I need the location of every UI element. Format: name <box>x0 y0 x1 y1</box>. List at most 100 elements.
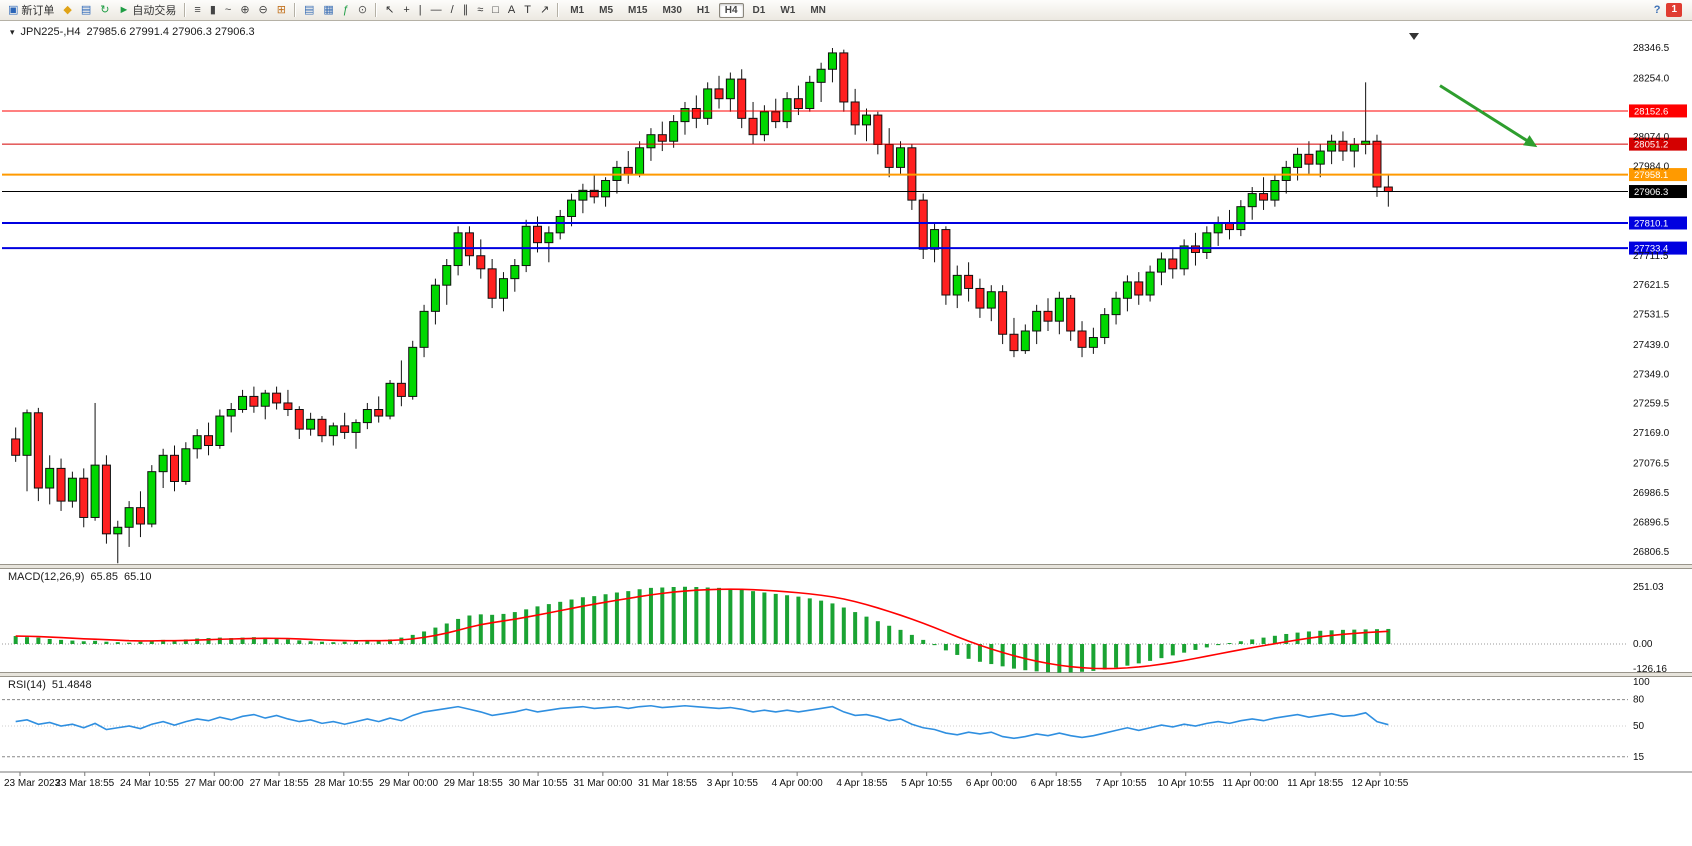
time-axis-label: 10 Apr 10:55 <box>1157 778 1214 789</box>
time-axis-label: 12 Apr 10:55 <box>1352 778 1409 789</box>
time-axis-label: 11 Apr 00:00 <box>1222 778 1278 789</box>
channel-button[interactable]: ∥ <box>459 1 473 19</box>
candle <box>839 52 849 103</box>
price-axis[interactable]: 28346.5 28254.0 28074.0 27984.0 27711.5 27621… <box>1633 43 1670 558</box>
candle <box>487 268 497 299</box>
time-axis-label: 27 Mar 18:55 <box>250 778 309 789</box>
market-watch-button[interactable]: ▤ <box>77 1 95 19</box>
price-badge: 27733.4 <box>1629 241 1687 255</box>
svg-text:27076.5: 27076.5 <box>1633 458 1670 469</box>
candle <box>918 199 928 250</box>
candle <box>521 225 531 267</box>
macd-pane-splitter[interactable] <box>0 564 1692 569</box>
trendline-icon: / <box>450 4 454 16</box>
zoom-in-button[interactable]: ⊕ <box>236 1 253 19</box>
text-label-button[interactable]: T <box>520 1 535 19</box>
text-label-icon: T <box>524 4 531 16</box>
trendline-button[interactable]: / <box>447 1 458 19</box>
timeframe-m5-button[interactable]: M5 <box>599 4 614 16</box>
line-chart-button[interactable]: ~ <box>221 1 235 19</box>
crosshair-button[interactable]: + <box>399 1 413 19</box>
candle <box>1247 193 1257 208</box>
one-click-collapse-icon[interactable]: ▾ <box>10 26 15 37</box>
rsi-pane-splitter[interactable] <box>0 672 1692 677</box>
text-button[interactable]: A <box>504 1 519 19</box>
cursor-button[interactable]: ↖ <box>381 1 398 19</box>
autotrading-icon: ► <box>118 4 130 16</box>
bars-chart-icon: ≡ <box>194 4 201 16</box>
zoom-out-button[interactable]: ⊖ <box>255 1 272 19</box>
vertical-line-button[interactable]: | <box>415 1 426 19</box>
refresh-button[interactable]: ↻ <box>96 1 113 19</box>
candle <box>1032 310 1042 332</box>
candle <box>45 467 55 489</box>
macd-main-value: 65.85 <box>90 571 118 583</box>
timeframe-h1-button[interactable]: H1 <box>696 4 710 16</box>
help-button[interactable]: ? <box>1653 4 1661 16</box>
timeframe-m15-button[interactable]: M15 <box>628 4 648 16</box>
candle <box>975 287 985 309</box>
tile-windows-icon: ⊞ <box>276 4 286 16</box>
candle <box>1349 144 1359 152</box>
timeframe-mn-button[interactable]: MN <box>810 4 826 16</box>
svg-text:27733.4: 27733.4 <box>1634 244 1668 255</box>
candle <box>215 415 225 446</box>
chart-canvas[interactable]: 28152.6 28051.2 27958.1 27810.1 27733.4 27906… <box>0 20 1692 846</box>
notifications-badge[interactable]: 1 <box>1666 3 1682 17</box>
candle <box>589 189 599 198</box>
tile-windows-button[interactable]: ⊞ <box>273 1 290 19</box>
svg-text:27621.5: 27621.5 <box>1633 280 1670 291</box>
timeframe-w1-button[interactable]: W1 <box>780 4 796 16</box>
arrows-button[interactable]: ↗ <box>536 1 553 19</box>
candle <box>238 395 248 411</box>
zoom-out-icon: ⊖ <box>258 4 268 16</box>
candlestick-chart-button[interactable]: ▮ <box>206 1 220 19</box>
candle <box>442 265 452 286</box>
candle <box>192 435 202 450</box>
price-badge: 27958.1 <box>1629 168 1687 182</box>
candle <box>33 412 43 489</box>
candle <box>1372 140 1382 188</box>
svg-text:28346.5: 28346.5 <box>1633 43 1670 54</box>
candle <box>1236 206 1246 231</box>
candle <box>1122 281 1132 299</box>
price-badge: 28051.2 <box>1629 137 1687 151</box>
timeframe-d1-button[interactable]: D1 <box>752 4 766 16</box>
toolbar-separator <box>375 3 378 17</box>
bars-chart-button[interactable]: ≡ <box>190 1 204 19</box>
toolbar-separator <box>184 3 187 17</box>
timeframe-m1-button[interactable]: M1 <box>570 4 585 16</box>
trend-arrow-annotation[interactable] <box>1439 84 1538 148</box>
chart-region[interactable]: 28152.6 28051.2 27958.1 27810.1 27733.4 27906… <box>0 20 1692 846</box>
candle <box>1293 153 1303 168</box>
horizontal-line-button[interactable]: — <box>427 1 446 19</box>
candle <box>113 526 123 535</box>
arrows-icon: ↗ <box>539 4 550 16</box>
candle <box>1088 337 1098 348</box>
new-order-button[interactable]: ▣ 新订单 <box>4 1 58 19</box>
timeframe-h4-button[interactable]: H4 <box>718 2 744 18</box>
fibonacci-button[interactable]: ≈ <box>473 1 487 19</box>
candle <box>396 382 406 397</box>
candle <box>385 382 395 417</box>
shapes-button[interactable]: □ <box>488 1 503 19</box>
candle <box>453 232 463 267</box>
candle <box>226 409 236 417</box>
svg-text:27810.1: 27810.1 <box>1634 218 1668 229</box>
candle <box>669 121 679 142</box>
favorites-button[interactable]: ◆ <box>59 1 75 19</box>
shapes-icon: □ <box>492 4 499 16</box>
autotrading-button[interactable]: ► 自动交易 <box>115 1 181 19</box>
candle <box>1077 330 1087 348</box>
shift-marker[interactable] <box>1409 33 1419 40</box>
indicators-button[interactable]: ƒ <box>339 1 353 19</box>
candle <box>147 471 157 525</box>
candle <box>79 477 89 518</box>
timeframe-m30-button[interactable]: M30 <box>662 4 682 16</box>
new-chart-button[interactable]: ▤ <box>300 1 318 19</box>
candle <box>533 225 543 244</box>
profiles-button[interactable]: ▦ <box>319 1 337 19</box>
candle <box>1315 150 1325 165</box>
periods-button[interactable]: ⊙ <box>354 1 371 19</box>
